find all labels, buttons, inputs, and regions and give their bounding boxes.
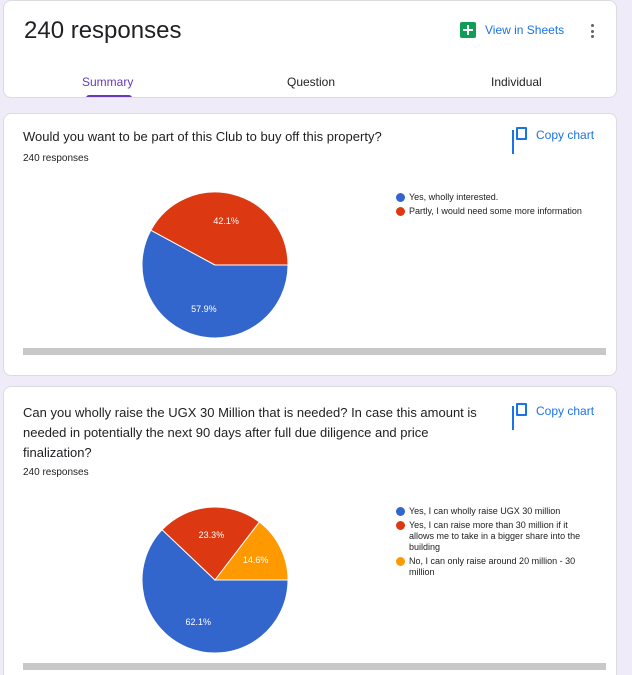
pie-slice — [150, 191, 289, 266]
pie-slice — [141, 229, 289, 339]
pie-chart: 57.9% 42.1% — [141, 191, 289, 339]
pie-slice — [161, 506, 261, 581]
question-title: Can you wholly raise the UGX 30 Million … — [23, 405, 477, 460]
legend-label: Yes, I can wholly raise UGX 30 million — [409, 506, 561, 516]
pie-slice — [213, 521, 289, 581]
legend-color-dot — [396, 507, 405, 516]
question-card-2: Can you wholly raise the UGX 30 Million … — [3, 386, 617, 675]
pie-slice-label: 23.3% — [199, 530, 225, 540]
legend-item: Yes, I can raise more than 30 million if… — [396, 520, 586, 553]
view-in-sheets-button[interactable]: View in Sheets — [460, 22, 564, 38]
responses-title: 240 responses — [24, 17, 182, 44]
pie-slice-label: 57.9% — [191, 304, 217, 314]
copy-chart-label: Copy chart — [536, 128, 595, 142]
question-response-count: 240 responses — [23, 153, 89, 164]
chart-legend: Yes, I can wholly raise UGX 30 million Ye… — [396, 506, 586, 581]
question-card-1: Would you want to be part of this Club t… — [3, 113, 617, 376]
legend-label: Yes, wholly interested. — [409, 192, 499, 202]
pie-slice — [141, 528, 289, 654]
active-tab-indicator — [86, 95, 132, 97]
copy-chart-button[interactable]: Copy chart — [512, 403, 594, 419]
copy-icon — [512, 127, 528, 143]
legend-label: Partly, I would need some more informati… — [409, 206, 582, 216]
more-options-icon[interactable] — [589, 22, 595, 40]
legend-item: Yes, wholly interested. — [396, 192, 586, 203]
question-title: Would you want to be part of this Club t… — [23, 129, 382, 144]
copy-chart-label: Copy chart — [536, 404, 595, 418]
question-response-count: 240 responses — [23, 467, 89, 478]
pie-slice-label: 14.6% — [243, 555, 269, 565]
legend-item: Partly, I would need some more informati… — [396, 206, 586, 217]
copy-chart-button[interactable]: Copy chart — [512, 127, 594, 143]
legend-color-dot — [396, 557, 405, 566]
pie-slice-label: 62.1% — [185, 617, 211, 627]
pie-chart: 62.1% 23.3% 14.6% — [141, 506, 289, 654]
sheets-icon — [460, 22, 476, 38]
legend-label: Yes, I can raise more than 30 million if… — [409, 520, 581, 552]
pie-slice-label: 42.1% — [213, 216, 239, 226]
copy-icon — [512, 403, 528, 419]
horizontal-scrollbar[interactable] — [23, 663, 606, 670]
legend-color-dot — [396, 193, 405, 202]
summary-header-card: 240 responses View in Sheets Summary Que… — [3, 0, 617, 98]
chart-legend: Yes, wholly interested. Partly, I would n… — [396, 192, 586, 220]
horizontal-scrollbar[interactable] — [23, 348, 606, 355]
legend-color-dot — [396, 521, 405, 530]
tab-summary[interactable]: Summary — [82, 75, 134, 89]
legend-label: No, I can only raise around 20 million -… — [409, 556, 576, 577]
tab-question[interactable]: Question — [287, 75, 336, 89]
legend-item: Yes, I can wholly raise UGX 30 million — [396, 506, 586, 517]
view-in-sheets-label: View in Sheets — [485, 23, 565, 37]
tab-individual[interactable]: Individual — [491, 75, 542, 89]
legend-color-dot — [396, 207, 405, 216]
legend-item: No, I can only raise around 20 million -… — [396, 556, 586, 578]
